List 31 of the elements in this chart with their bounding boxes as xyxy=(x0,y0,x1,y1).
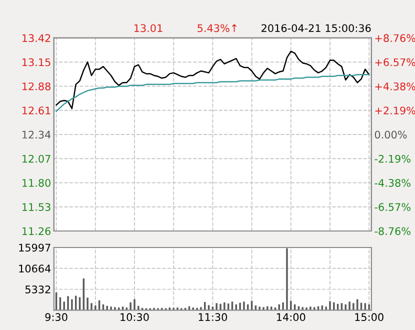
y-tick-label: 12.34 xyxy=(22,130,51,139)
line-series xyxy=(56,50,370,110)
text: 13.01 xyxy=(134,24,162,32)
x-tick-label: 9:30 xyxy=(45,313,68,322)
y2-tick-label: -6.57% xyxy=(374,203,410,211)
y-tick-label: 12.88 xyxy=(22,82,50,90)
y2-tick-label: +2.19% xyxy=(375,106,415,114)
y2-tick-label: -2.19% xyxy=(374,154,410,163)
y-tick-label: 5332 xyxy=(25,286,50,294)
y-tick-label: 10664 xyxy=(19,264,51,273)
x-tick-label: 10:30 xyxy=(120,313,149,322)
x-tick-label: 11:30 xyxy=(198,313,228,322)
y2-tick-label: -4.38% xyxy=(374,178,410,187)
x-tick-label: 15:00 xyxy=(355,313,384,322)
chart-title: 2016-04-21 15:00:36 xyxy=(262,24,371,32)
y2-tick-label: -8.76% xyxy=(374,227,410,236)
y-tick-label: 11.80 xyxy=(22,178,50,187)
text: 5.43%↑ xyxy=(198,24,236,32)
y2-tick-label: +4.38% xyxy=(375,82,415,90)
y-tick-label: 12.07 xyxy=(22,154,50,163)
y-tick-label: 11.53 xyxy=(22,203,50,211)
y2-tick-label: +6.57% xyxy=(375,58,415,66)
y-tick-label: 11.26 xyxy=(22,227,51,236)
y2-tick-label: 0.00% xyxy=(374,130,407,139)
y-tick-label: 12.61 xyxy=(22,106,50,114)
y-tick-label: 13.15 xyxy=(22,58,50,66)
y-tick-label: 15997 xyxy=(19,244,50,252)
y2-tick-label: +8.76% xyxy=(375,34,415,42)
y-tick-label: 13.42 xyxy=(22,34,50,42)
line-series xyxy=(56,74,370,112)
x-tick-label: 14:00 xyxy=(277,313,306,322)
